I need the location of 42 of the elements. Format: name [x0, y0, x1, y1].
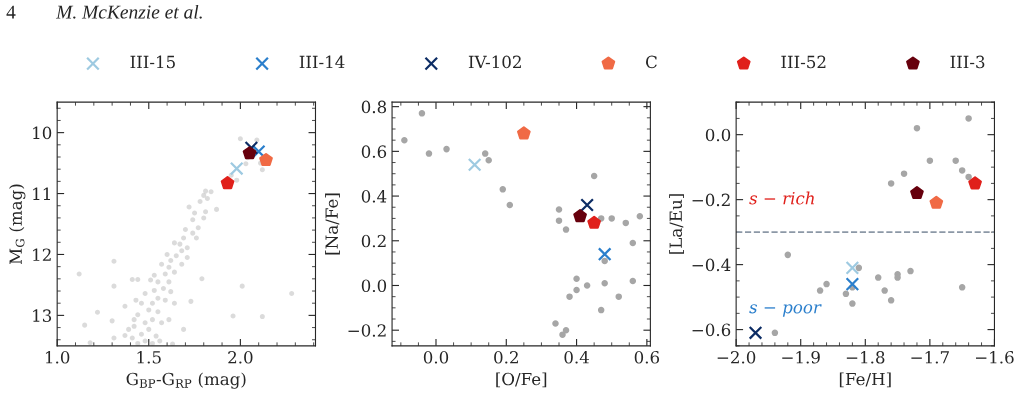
annotation: s − rich: [749, 191, 815, 205]
y-axis-title: M$_{G}$ (mag): [9, 184, 26, 265]
text: 4: [6, 5, 16, 19]
x-tick-label: 0.4: [564, 351, 589, 364]
legend-label: IV-102: [468, 55, 521, 69]
x-tick-label: 2.0: [228, 351, 253, 364]
x-axis-title: [Fe/H]: [839, 372, 891, 388]
y-tick-label: 10: [33, 126, 52, 140]
x-tick-label: 0.6: [634, 351, 660, 364]
legend-label: III-3: [950, 55, 985, 69]
x-tick-label: 0.0: [423, 351, 449, 364]
legend-label: C: [646, 55, 657, 69]
x-tick-label: −2.0: [717, 351, 756, 364]
x-tick-label: −1.8: [846, 351, 885, 364]
legend-label: III-15: [130, 55, 175, 69]
y-tick-label: 0.2: [361, 234, 386, 248]
y-tick-label: 11: [33, 187, 50, 200]
legend-label: III-14: [299, 55, 345, 68]
x-tick-label: 0.2: [494, 351, 518, 364]
x-tick-label: −1.6: [975, 351, 1014, 364]
y-tick-label: 0.4: [361, 190, 387, 203]
annotation: s − poor: [749, 304, 822, 317]
y-tick-label: 0.0: [705, 128, 731, 142]
y-tick-label: 12: [33, 248, 51, 261]
x-tick-label: −1.7: [911, 351, 949, 364]
x-tick-label: 1.5: [137, 351, 161, 364]
y-tick-label: 0.0: [361, 279, 387, 293]
y-tick-label: 0.6: [361, 145, 387, 158]
x-axis-title: [O/Fe]: [496, 372, 547, 388]
text: M. McKenzie et al.: [55, 4, 202, 19]
y-tick-label: −0.2: [348, 324, 386, 337]
y-tick-label: −0.4: [692, 258, 731, 272]
y-tick-label: 13: [33, 309, 52, 322]
y-tick-label: −0.2: [692, 193, 730, 207]
x-tick-label: −1.9: [782, 351, 820, 364]
x-tick-label: 1.0: [45, 351, 70, 364]
y-tick-label: −0.6: [692, 323, 731, 337]
legend-label: III-52: [781, 55, 826, 69]
x-axis-title: G$_{BP}$-G$_{RP}$ (mag): [126, 372, 246, 389]
y-axis-title: [Na/Fe]: [325, 193, 340, 255]
y-tick-label: 0.8: [361, 100, 387, 114]
y-axis-title: [La/Eu]: [669, 194, 684, 254]
